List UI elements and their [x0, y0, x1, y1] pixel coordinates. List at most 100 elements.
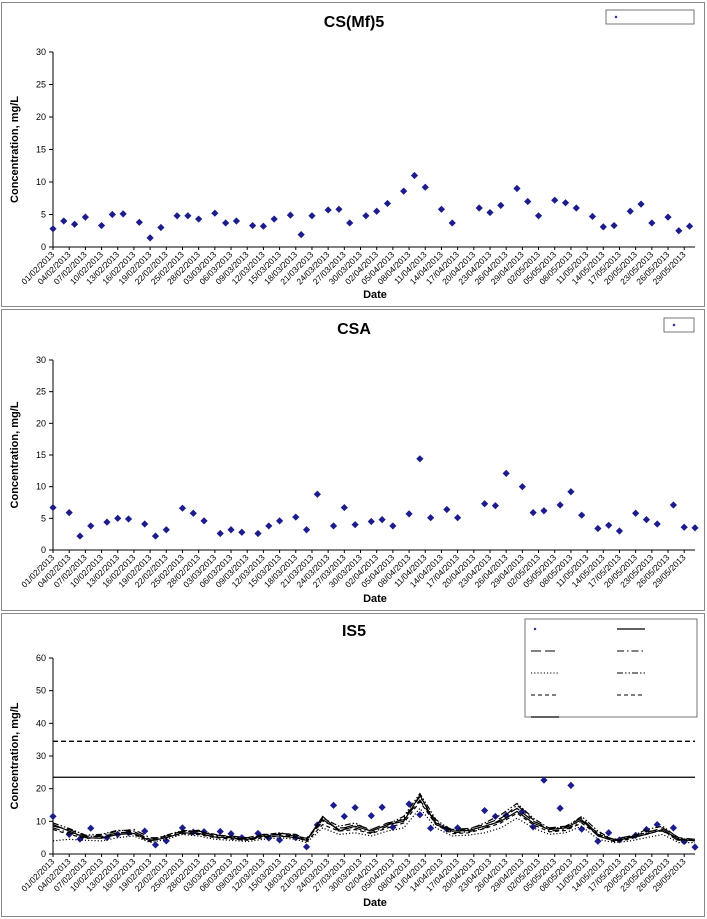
chart-1-data-point [497, 201, 505, 209]
chart-3-ytick-label: 60 [36, 653, 46, 663]
chart-2-data-point [313, 490, 321, 498]
chart-2-ytick-label: 20 [36, 418, 46, 428]
chart-2-legend [663, 317, 695, 333]
chart-1-data-point [421, 183, 429, 191]
chart-2-data-point [540, 507, 548, 515]
chart-2-data-point [680, 523, 688, 531]
chart-2-data-point [556, 501, 564, 509]
chart-3-series-line-3 [52, 799, 696, 840]
chart-1-data-point [373, 207, 381, 215]
chart-1-legend-swatch [614, 15, 618, 19]
chart-2-data-point [367, 517, 375, 526]
chart-3-data-point [275, 836, 284, 844]
chart-3-data-point [405, 800, 413, 808]
chart-3-data-point [691, 843, 699, 851]
chart-3-series-line-2 [52, 794, 696, 842]
chart-1-data-point [119, 210, 127, 218]
chart-1-ytick-label: 0 [41, 242, 46, 252]
chart-3-data-point [578, 825, 586, 833]
chart-1-data-point [259, 222, 268, 230]
chart-1-data-point [572, 204, 580, 212]
chart-2-data-point [491, 502, 499, 510]
chart-3-ylabel: Concentration, mg/L [9, 702, 21, 809]
chart-3-ytick-label: 40 [36, 718, 46, 728]
chart-3-legend-swatch [533, 627, 537, 631]
chart-panel-3: IS5 Concentration, mg/L 0 10 20 30 40 50 60 01/02… [1, 613, 705, 917]
chart-2-data-point [178, 504, 187, 512]
chart-3-data-point [556, 804, 564, 812]
chart-2-data-point [642, 516, 651, 524]
chart-2-data-point [254, 529, 262, 538]
chart-2-data-point [200, 517, 208, 525]
chart-1-data-point [637, 200, 645, 208]
chart-1-title: CS(Mf)5 [324, 14, 385, 31]
chart-1-data-point [286, 211, 294, 219]
chart-1-data-point [551, 196, 559, 204]
chart-3-data-point [416, 811, 424, 819]
chart-3-data-point [302, 843, 311, 851]
chart-1-data-point [211, 209, 219, 217]
chart-2-xlabel: Date [363, 593, 387, 605]
chart-1-data-point [626, 207, 634, 215]
chart-panel-1: CS(Mf)5 Concentration, mg/L 0 5 10 15 20 25 30 01… [1, 2, 705, 307]
chart-3-ytick-label: 10 [36, 816, 46, 826]
chart-3-data-point [216, 827, 224, 836]
chart-1-data-point [610, 221, 618, 230]
chart-1-data-point [448, 219, 456, 227]
chart-1-data-point [524, 197, 532, 206]
chart-1-data-point [232, 217, 241, 225]
chart-2-data-point [632, 509, 640, 517]
chart-3-legend [524, 618, 698, 718]
chart-2-data-point [216, 529, 224, 538]
chart-2-data-point [443, 505, 451, 514]
chart-2-data-point [103, 518, 111, 526]
chart-2-data-point [389, 522, 397, 530]
chart-2-data-point [378, 516, 386, 524]
chart-3-data-point [340, 812, 348, 821]
chart-3-ytick-label: 50 [36, 686, 46, 696]
chart-1-data-point [599, 223, 607, 231]
chart-3-data-point [427, 824, 435, 832]
chart-3-series-line-5 [52, 807, 695, 844]
chart-2-data-point [340, 503, 348, 512]
chart-1-data-point [400, 187, 408, 195]
chart-1-data-point [195, 215, 203, 223]
chart-panel-2: CSA Concentration, mg/L 0 5 10 15 20 25 30 01/02/… [1, 309, 705, 611]
chart-3-data-point [49, 812, 57, 821]
chart-1-ytick-label: 5 [41, 210, 46, 220]
chart-3-data-point [540, 776, 548, 784]
chart-1-data-point [664, 213, 672, 221]
chart-2-data-point [189, 509, 197, 517]
chart-3-data-point [605, 829, 613, 837]
chart-3-data-point [594, 837, 602, 845]
chart-2-legend-box [663, 317, 695, 333]
chart-2-data-point [292, 513, 300, 521]
chart-1-data-point [81, 213, 89, 221]
chart-1-data-point [513, 184, 521, 193]
chart-3-data-point [254, 829, 262, 838]
chart-3-legend-box [524, 618, 698, 718]
chart-2-data-point [151, 532, 160, 540]
chart-1-data-point [49, 225, 57, 233]
chart-2-ytick-label: 5 [41, 513, 46, 523]
chart-2-data-point [329, 522, 338, 530]
chart-2-ytick-label: 10 [36, 482, 46, 492]
chart-2-data-point [529, 509, 537, 517]
chart-3-data-point [378, 803, 386, 811]
chart-2-data-point [669, 501, 678, 509]
chart-2-data-point [416, 455, 424, 463]
chart-2-data-point [114, 514, 122, 522]
chart-2-data-point [502, 469, 510, 477]
chart-2-ytick-label: 25 [36, 387, 46, 397]
chart-1-data-point [486, 208, 494, 217]
chart-2-legend-swatch [672, 323, 676, 327]
chart-1-ytick-label: 25 [36, 80, 46, 90]
chart-3-data-point [87, 824, 95, 832]
chart-1-legend-box [605, 9, 695, 25]
chart-1-data-point [297, 231, 305, 239]
chart-1-data-point [60, 217, 68, 225]
chart-1-xlabel: Date [363, 289, 387, 301]
chart-1-ylabel: Concentration, mg/L [9, 96, 21, 203]
